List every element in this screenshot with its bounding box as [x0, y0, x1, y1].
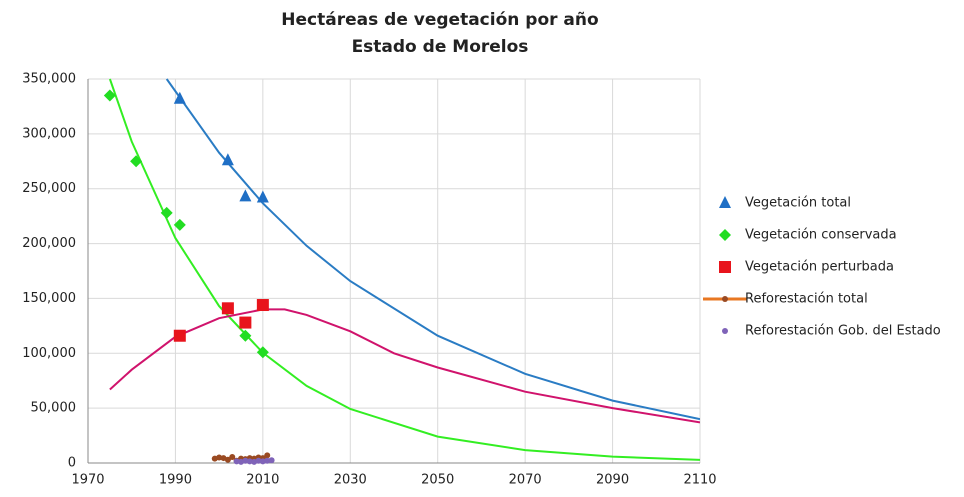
legend-marker: [722, 296, 728, 302]
legend-label: Vegetación perturbada: [745, 260, 894, 275]
legend-marker: [719, 261, 731, 273]
point: [264, 452, 271, 459]
point: [268, 457, 275, 464]
point: [229, 453, 236, 460]
point: [173, 91, 186, 104]
x-tick-label: 2110: [683, 473, 716, 488]
x-tick-label: 1970: [71, 473, 104, 488]
y-tick-label: 0: [68, 456, 76, 471]
point: [264, 457, 271, 464]
point: [173, 329, 186, 342]
point: [173, 218, 186, 231]
point: [130, 155, 143, 168]
point: [216, 454, 223, 461]
point: [256, 190, 269, 203]
point: [239, 316, 252, 329]
chart-subtitle: Estado de Morelos: [352, 37, 529, 57]
legend-label: Vegetación total: [745, 196, 851, 211]
point: [233, 458, 240, 465]
y-tick-label: 200,000: [22, 236, 76, 251]
point: [246, 458, 253, 465]
x-tick-label: 2070: [509, 473, 542, 488]
y-tick-label: 300,000: [22, 126, 76, 141]
x-tick-label: 1990: [159, 473, 192, 488]
x-tick-label: 2050: [421, 473, 454, 488]
legend-marker: [719, 229, 731, 241]
chart-title: Hectáreas de vegetación por año: [281, 10, 598, 30]
y-tick-label: 150,000: [22, 291, 76, 306]
y-tick-label: 100,000: [22, 346, 76, 361]
y-tick-label: 350,000: [22, 72, 76, 87]
legend-marker: [722, 328, 728, 334]
trendline: [109, 308, 700, 424]
point: [160, 206, 173, 219]
point: [221, 153, 234, 166]
legend-label: Reforestación total: [745, 292, 868, 307]
legend-label: Reforestación Gob. del Estado: [745, 324, 941, 339]
legend-marker: [719, 196, 731, 208]
trendline: [165, 78, 700, 421]
point: [239, 189, 252, 202]
x-tick-label: 2090: [596, 473, 629, 488]
point: [103, 89, 116, 102]
point: [224, 456, 231, 463]
x-tick-label: 2010: [246, 473, 279, 488]
trendline: [108, 78, 700, 461]
y-tick-label: 250,000: [22, 181, 76, 196]
point: [256, 346, 269, 359]
point: [256, 299, 269, 312]
point: [242, 457, 249, 464]
legend-label: Vegetación conservada: [745, 228, 897, 243]
point: [239, 329, 252, 342]
x-tick-label: 2030: [334, 473, 367, 488]
y-tick-label: 50,000: [31, 401, 77, 416]
point: [259, 458, 266, 465]
point: [221, 302, 234, 315]
point: [255, 457, 262, 464]
